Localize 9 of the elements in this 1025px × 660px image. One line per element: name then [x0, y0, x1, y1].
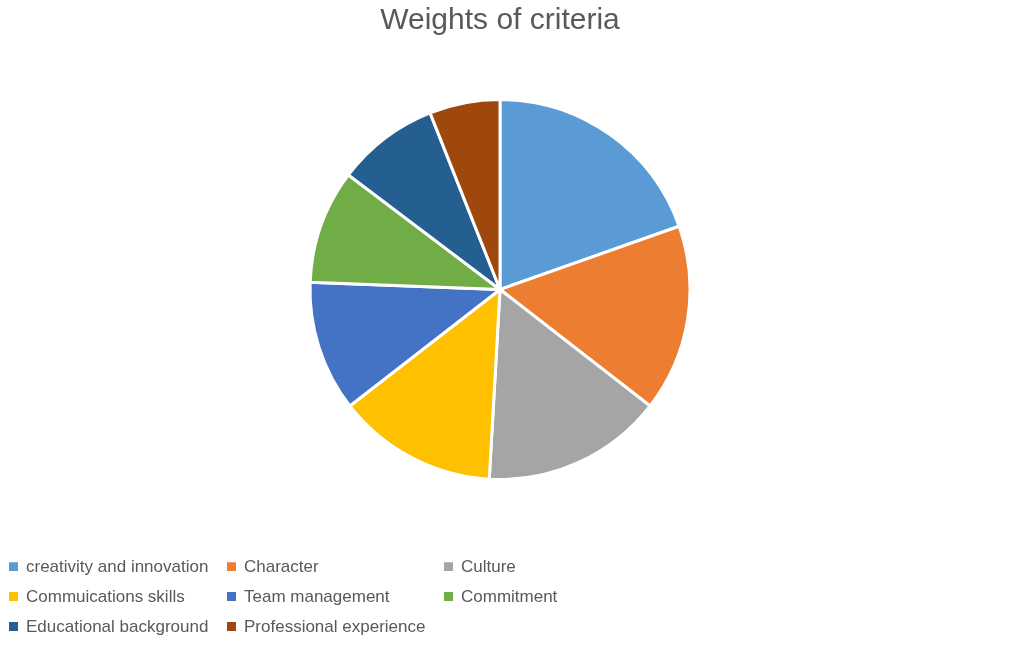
- legend-label: creativity and innovation: [26, 556, 209, 576]
- legend-label: Culture: [461, 556, 516, 576]
- legend-label: Professional experience: [244, 616, 426, 636]
- legend-label: Educational background: [26, 616, 209, 636]
- legend-label: Team management: [244, 586, 390, 606]
- legend-label: Commitment: [461, 586, 558, 606]
- legend-label: Commuications skills: [26, 586, 185, 606]
- chart-title: Weights of criteria: [380, 2, 621, 35]
- legend-label: Character: [244, 556, 319, 576]
